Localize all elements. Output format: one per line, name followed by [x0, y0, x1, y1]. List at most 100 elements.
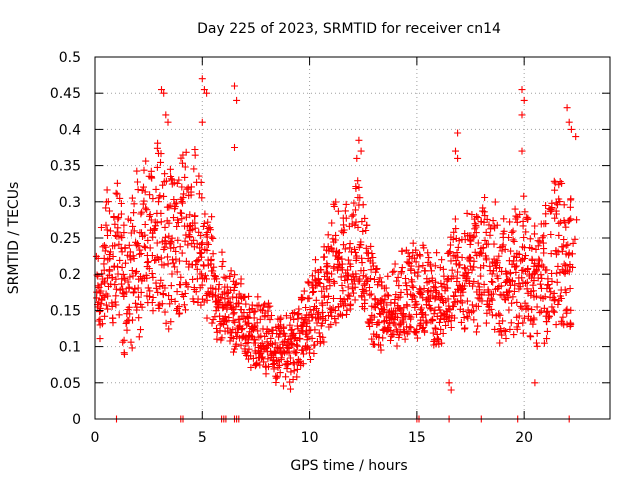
data-point	[127, 256, 135, 264]
data-point	[108, 273, 116, 281]
data-point	[424, 288, 431, 296]
data-point	[312, 305, 320, 312]
data-point	[374, 319, 382, 327]
data-point	[256, 361, 264, 369]
data-point	[303, 336, 311, 344]
data-point	[246, 331, 254, 339]
data-point	[141, 231, 149, 239]
data-point	[186, 211, 194, 219]
data-point	[165, 292, 173, 300]
data-point	[303, 323, 310, 330]
data-point	[134, 186, 142, 194]
data-point	[449, 235, 457, 243]
data-point	[139, 200, 147, 208]
data-point	[439, 330, 447, 337]
data-point	[154, 139, 162, 147]
data-point	[509, 227, 517, 235]
data-point	[461, 265, 469, 273]
data-point	[146, 211, 154, 218]
data-point	[148, 252, 156, 259]
data-point	[367, 275, 374, 283]
data-point	[149, 307, 157, 315]
data-point	[287, 354, 294, 362]
data-point	[130, 288, 138, 296]
data-point	[200, 86, 208, 94]
data-point	[174, 236, 182, 244]
data-point	[485, 221, 493, 229]
data-point	[107, 227, 114, 235]
data-point	[358, 254, 366, 262]
data-point	[412, 246, 420, 254]
data-point	[551, 179, 559, 187]
data-point	[567, 306, 575, 314]
data-point	[175, 303, 183, 311]
data-point	[138, 187, 146, 194]
data-point	[227, 267, 235, 275]
data-point	[197, 250, 205, 257]
data-point	[341, 245, 349, 253]
data-point	[191, 224, 199, 232]
data-point	[306, 306, 314, 313]
data-point	[160, 261, 168, 269]
data-point	[338, 282, 346, 289]
data-point	[515, 280, 523, 288]
data-point	[175, 176, 183, 184]
data-point	[276, 315, 284, 323]
data-point	[331, 279, 338, 287]
data-point	[300, 287, 308, 295]
data-point	[533, 342, 541, 350]
data-point	[527, 315, 535, 323]
data-point	[197, 178, 205, 186]
data-point	[146, 191, 154, 199]
data-point	[283, 358, 291, 365]
data-point	[467, 237, 475, 245]
data-point	[178, 291, 186, 298]
data-point	[447, 386, 455, 394]
data-point	[127, 216, 135, 224]
data-point	[149, 294, 157, 301]
data-point	[132, 299, 139, 307]
data-point	[509, 236, 517, 244]
data-point	[339, 229, 347, 237]
data-point	[491, 325, 499, 333]
data-point	[167, 318, 175, 326]
data-point	[182, 148, 190, 156]
data-point	[123, 326, 131, 334]
data-point	[320, 293, 328, 301]
data-point	[511, 263, 519, 271]
data-point	[461, 282, 469, 290]
data-point	[237, 341, 245, 349]
data-point	[198, 249, 206, 257]
data-point	[557, 218, 565, 226]
data-point	[144, 284, 152, 292]
data-point	[287, 385, 294, 393]
data-point	[290, 367, 298, 375]
data-point	[200, 220, 208, 227]
data-point	[523, 285, 531, 293]
data-point	[382, 284, 390, 292]
data-point	[454, 268, 461, 276]
data-point	[427, 287, 435, 295]
data-point	[198, 240, 205, 248]
data-point	[407, 313, 415, 321]
data-point	[128, 344, 136, 352]
data-point	[337, 273, 345, 281]
data-point	[273, 357, 280, 365]
data-point	[407, 324, 415, 332]
data-point	[548, 277, 556, 285]
data-point	[449, 272, 457, 280]
data-point	[461, 324, 469, 332]
data-point	[147, 173, 155, 181]
data-point	[204, 218, 212, 226]
data-point	[495, 310, 503, 318]
data-point	[511, 281, 519, 289]
data-point	[290, 316, 298, 323]
data-point	[136, 246, 144, 254]
data-point	[178, 249, 186, 257]
data-point	[273, 373, 281, 381]
data-point	[213, 275, 221, 283]
data-point	[543, 266, 551, 274]
data-point	[134, 242, 142, 250]
data-point	[367, 242, 375, 250]
data-point	[325, 292, 333, 300]
